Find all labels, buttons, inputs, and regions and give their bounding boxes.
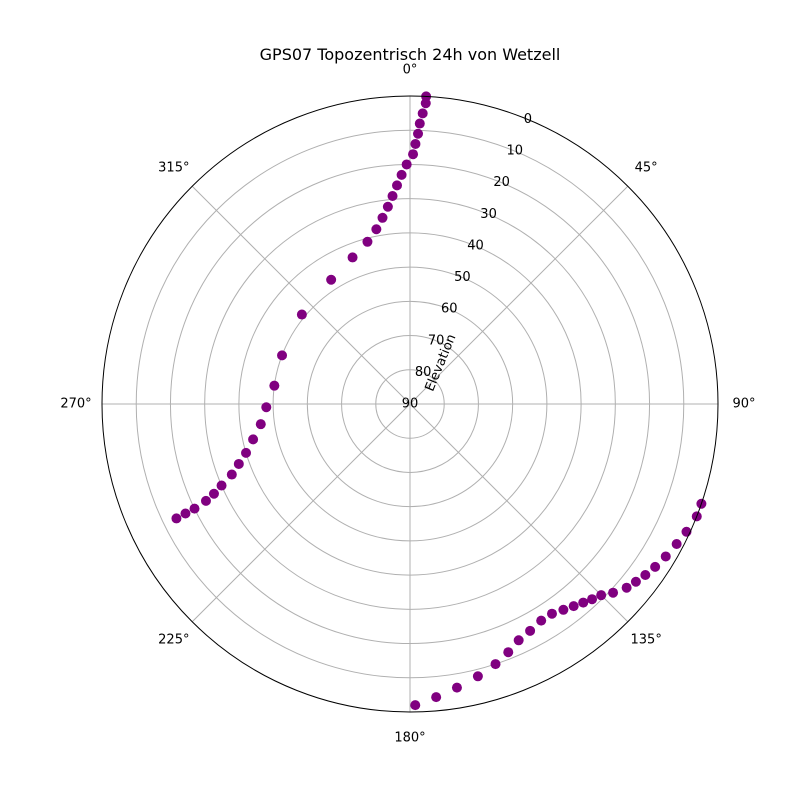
- r-tick-label: 70: [428, 333, 445, 348]
- angular-gridline: [409, 403, 629, 623]
- data-point: [587, 594, 598, 605]
- data-point: [362, 236, 373, 247]
- r-tick-label: 50: [454, 270, 471, 285]
- data-point: [326, 274, 337, 285]
- data-points: [171, 91, 707, 711]
- data-point: [410, 700, 421, 711]
- data-point: [208, 488, 219, 499]
- data-point: [200, 495, 211, 506]
- data-point: [347, 252, 358, 263]
- data-point: [420, 98, 431, 109]
- data-point: [660, 551, 671, 562]
- data-point: [503, 647, 514, 658]
- data-point: [608, 587, 619, 598]
- data-point: [431, 692, 442, 703]
- data-point: [640, 569, 651, 580]
- r-tick-label: 30: [480, 207, 497, 222]
- data-point: [413, 128, 424, 139]
- data-point: [180, 508, 191, 519]
- angular-gridline: [409, 185, 629, 405]
- data-point: [621, 582, 632, 593]
- theta-tick-label: 135°: [631, 633, 662, 648]
- r-tick-label: 40: [467, 238, 484, 253]
- theta-tick-label: 45°: [635, 160, 658, 175]
- data-point: [241, 447, 252, 458]
- data-point: [408, 149, 419, 160]
- data-point: [451, 682, 462, 693]
- data-point: [525, 625, 536, 636]
- data-point: [414, 118, 425, 129]
- data-point: [261, 402, 272, 413]
- angular-gridline: [191, 185, 411, 405]
- r-tick-label: 10: [506, 144, 523, 159]
- data-point: [417, 108, 428, 119]
- data-point: [490, 659, 501, 670]
- theta-tick-label: 90°: [732, 397, 755, 412]
- data-point: [396, 169, 407, 180]
- data-point: [387, 190, 398, 201]
- data-point: [269, 380, 280, 391]
- tick-labels: 01020304050607080900°45°90°135°180°225°2…: [60, 63, 755, 746]
- r-tick-label: 60: [441, 302, 458, 317]
- data-point: [401, 159, 412, 170]
- data-point: [578, 597, 589, 608]
- data-point: [392, 180, 403, 191]
- theta-tick-label: 315°: [158, 160, 189, 175]
- data-point: [371, 224, 382, 235]
- data-point: [558, 604, 569, 615]
- data-point: [171, 513, 182, 524]
- data-point: [513, 635, 524, 646]
- r-tick-label: 20: [493, 175, 510, 190]
- data-point: [596, 590, 607, 601]
- r-tick-label: 90: [402, 397, 419, 412]
- data-point: [226, 469, 237, 480]
- data-point: [630, 576, 641, 587]
- data-point: [410, 138, 421, 149]
- data-point: [248, 434, 259, 445]
- data-point: [216, 480, 227, 491]
- theta-tick-label: 270°: [60, 397, 91, 412]
- data-point: [536, 615, 547, 626]
- data-point: [382, 201, 393, 212]
- data-point: [546, 608, 557, 619]
- data-point: [377, 212, 388, 223]
- chart-title: GPS07 Topozentrisch 24h von Wetzell: [260, 45, 561, 64]
- theta-tick-label: 180°: [394, 731, 425, 746]
- data-point: [650, 561, 661, 572]
- data-point: [233, 458, 244, 469]
- data-point: [189, 503, 200, 514]
- polar-frame: [101, 95, 719, 713]
- theta-tick-label: 0°: [403, 63, 418, 78]
- data-point: [255, 419, 266, 430]
- data-point: [277, 350, 288, 361]
- theta-tick-label: 225°: [158, 633, 189, 648]
- angular-gridline: [191, 403, 411, 623]
- data-point: [296, 309, 307, 320]
- data-point: [671, 538, 682, 549]
- data-point: [568, 601, 579, 612]
- data-point: [472, 671, 483, 682]
- r-tick-label: 80: [415, 365, 432, 380]
